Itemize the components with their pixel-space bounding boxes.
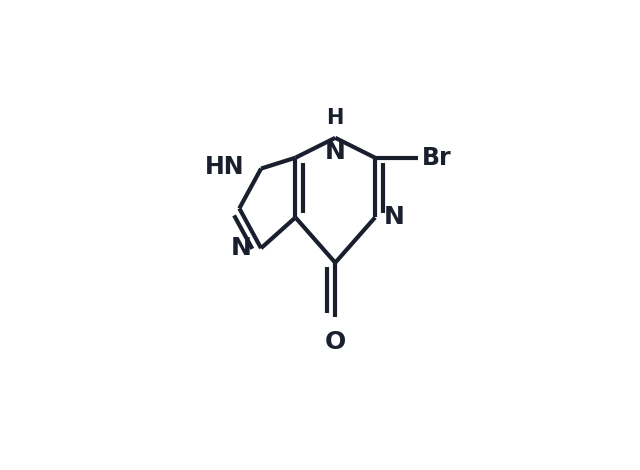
- Text: N: N: [231, 236, 252, 260]
- Text: O: O: [324, 329, 346, 353]
- Text: N: N: [384, 205, 405, 229]
- Text: HN: HN: [205, 155, 244, 179]
- Text: H: H: [326, 108, 344, 128]
- Text: Br: Br: [422, 146, 452, 170]
- Text: N: N: [325, 140, 346, 164]
